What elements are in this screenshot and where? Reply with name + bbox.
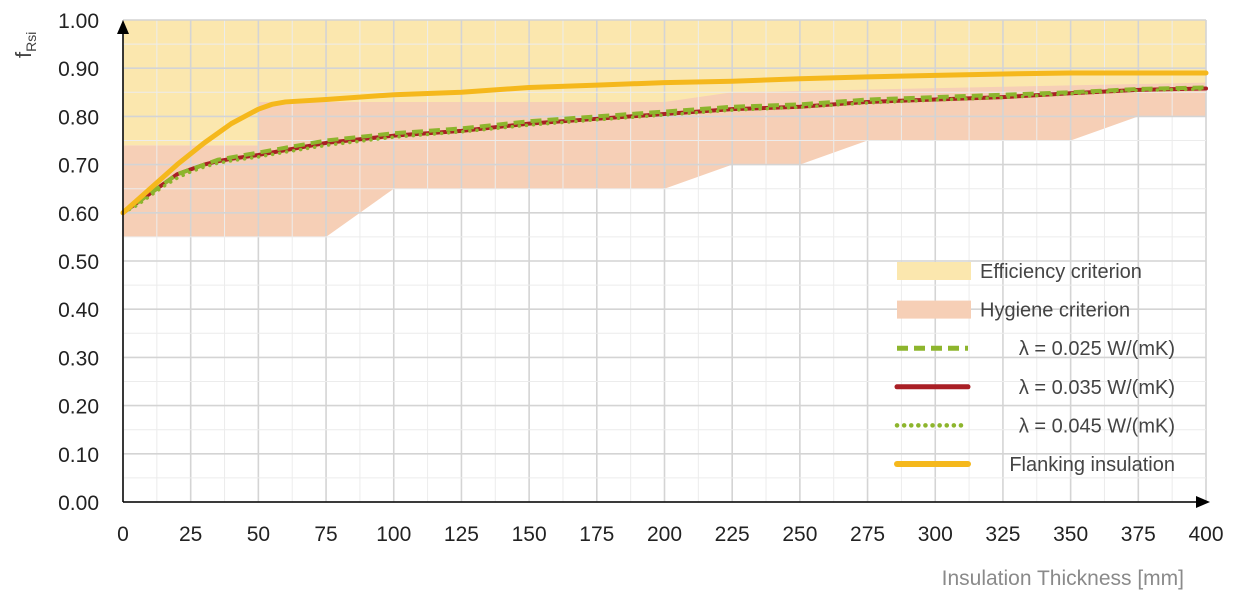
series-line-flanking-insulation	[120, 70, 1209, 216]
x-tick-label: 150	[512, 523, 547, 546]
legend: Efficiency criterion Hygiene criterion λ =…	[894, 261, 1175, 476]
x-tick-label: 0	[117, 523, 129, 546]
x-tick-labels: 0 25 50 75 100 125 150 175 200 225 250 275 300 325 350…	[117, 523, 1223, 546]
legend-swatch-efficiency-criterion	[897, 262, 971, 280]
y-tick-label: 0.60	[58, 203, 99, 226]
y-tick-label: 0.70	[58, 155, 99, 178]
x-tick-label: 225	[715, 523, 750, 546]
y-tick-label: 0.20	[58, 396, 99, 419]
grid-lines	[122, 19, 1207, 503]
legend-swatch-hygiene-criterion	[897, 300, 971, 319]
legend-label-0-035-w-mk: λ = 0.035 W/(mK)	[1019, 377, 1175, 399]
x-tick-label: 100	[376, 523, 411, 546]
legend-label-hygiene-criterion: Hygiene criterion	[980, 300, 1130, 322]
x-tick-label: 300	[918, 523, 953, 546]
y-tick-label: 0.10	[58, 444, 99, 467]
data-series	[120, 70, 1209, 216]
y-tick-label: 1.00	[58, 10, 99, 33]
legend-label-0-045-w-mk: λ = 0.045 W/(mK)	[1019, 415, 1175, 437]
x-tick-label: 275	[850, 523, 885, 546]
y-tick-label: 0.00	[58, 492, 99, 515]
x-tick-label: 400	[1188, 523, 1223, 546]
y-axis-arrow-icon	[117, 20, 129, 34]
legend-label-0-025-w-mk: λ = 0.025 W/(mK)	[1019, 338, 1175, 360]
x-tick-label: 175	[579, 523, 614, 546]
x-tick-label: 75	[314, 523, 337, 546]
x-tick-label: 375	[1121, 523, 1156, 546]
axes	[117, 20, 1210, 508]
y-tick-label: 0.30	[58, 347, 99, 370]
legend-label-flanking-insulation: Flanking insulation	[1009, 454, 1175, 476]
y-axis-title-main: f	[11, 51, 36, 58]
x-tick-label: 350	[1053, 523, 1088, 546]
series-line-0-045-w-mk	[121, 87, 1208, 215]
legend-label-efficiency-criterion: Efficiency criterion	[980, 261, 1142, 283]
x-tick-label: 50	[247, 523, 270, 546]
x-tick-label: 250	[782, 523, 817, 546]
series-line-0-035-w-mk	[121, 86, 1208, 215]
y-tick-labels: 0.00 0.10 0.20 0.30 0.40 0.50 0.60 0.70 0.80 0.90…	[58, 10, 99, 515]
x-axis-arrow-icon	[1196, 496, 1210, 508]
x-tick-label: 200	[647, 523, 682, 546]
y-tick-label: 0.40	[58, 299, 99, 322]
y-tick-label: 0.80	[58, 106, 99, 129]
x-tick-label: 325	[985, 523, 1020, 546]
y-tick-label: 0.90	[58, 58, 99, 81]
x-tick-label: 25	[179, 523, 202, 546]
y-tick-label: 0.50	[58, 251, 99, 274]
x-tick-label: 125	[444, 523, 479, 546]
y-axis-title: fRsi	[11, 32, 39, 58]
x-axis-title: Insulation Thickness [mm]	[942, 567, 1184, 590]
y-axis-title-sub: Rsi	[23, 32, 39, 52]
